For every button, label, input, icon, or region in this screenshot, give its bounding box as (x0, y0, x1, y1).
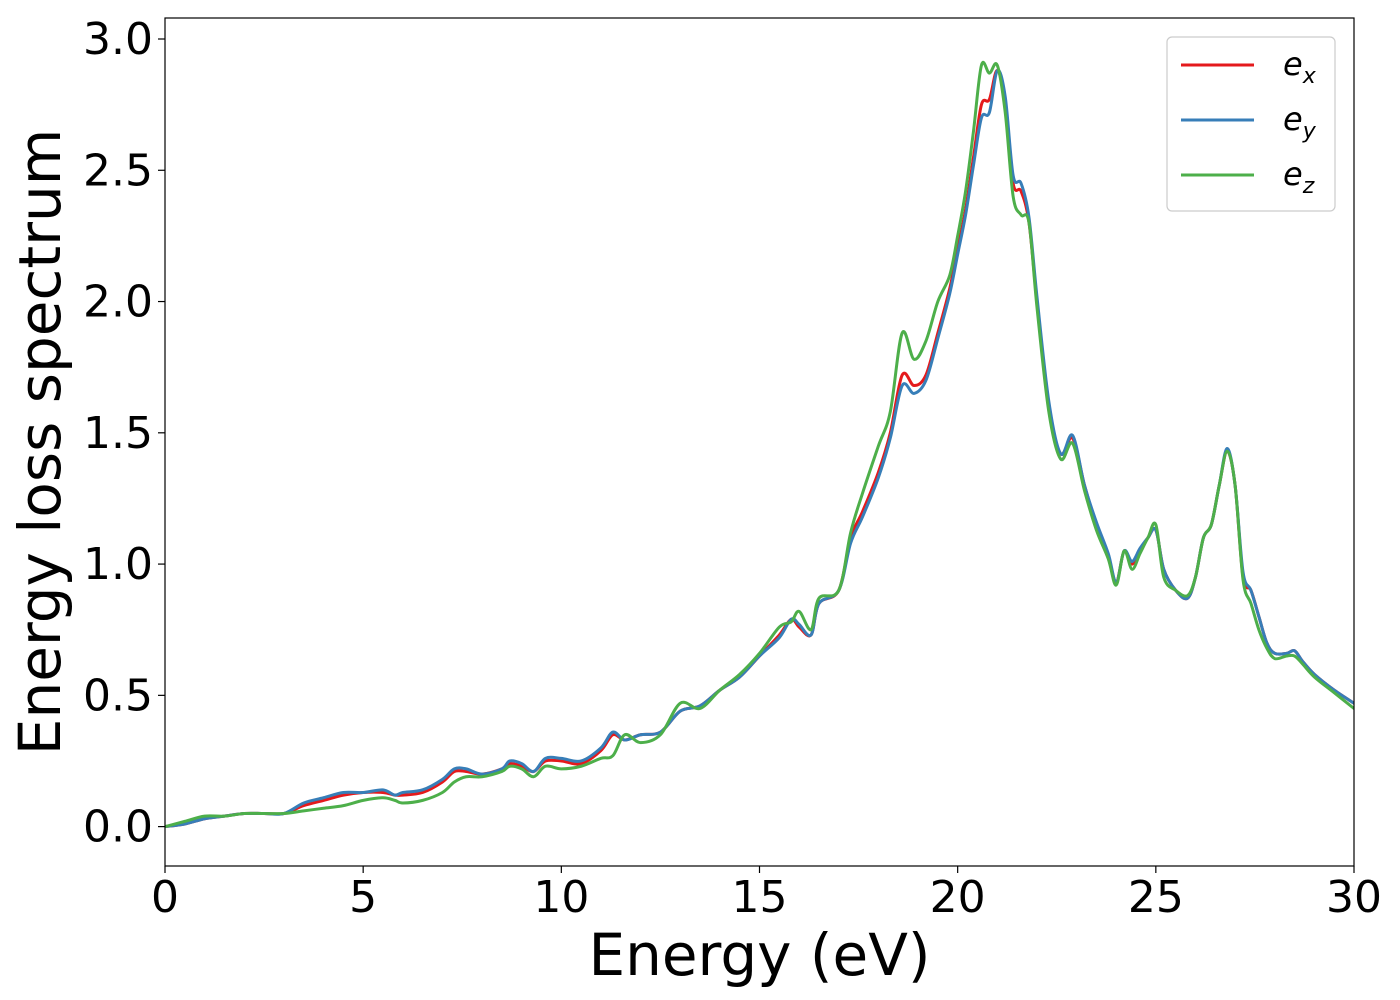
x-tick-label: 25 (1128, 872, 1184, 923)
x-axis-ticks: 0 5 10 15 20 25 30 (151, 866, 1382, 923)
legend-label-base: e (1283, 100, 1303, 138)
x-axis-label: Energy (eV) (588, 921, 930, 989)
x-tick-label: 10 (533, 872, 589, 923)
x-tick-label: 15 (732, 872, 788, 923)
y-axis-ticks: 0.0 0.5 1.0 1.5 2.0 2.5 3.0 (83, 14, 165, 853)
x-tick-label: 5 (349, 872, 377, 923)
x-tick-label: 30 (1326, 872, 1382, 923)
x-tick-label: 0 (151, 872, 179, 923)
legend-label-base: e (1283, 45, 1303, 83)
legend-label-base: e (1283, 155, 1303, 193)
x-tick-label: 20 (930, 872, 986, 923)
legend-label-subscript: z (1302, 174, 1315, 199)
series-layer (165, 60, 1354, 829)
legend-label-y: ey (1283, 100, 1317, 144)
y-tick-label: 2.5 (83, 145, 153, 196)
legend-label-subscript: x (1302, 64, 1317, 89)
legend-label-z: ez (1283, 155, 1315, 199)
series-line-z (165, 60, 1354, 829)
legend-box (1166, 36, 1336, 212)
legend-label-subscript: y (1302, 119, 1317, 144)
y-tick-label: 0.0 (83, 802, 153, 853)
y-tick-label: 1.0 (83, 539, 153, 590)
y-tick-label: 1.5 (83, 408, 153, 459)
y-tick-label: 2.0 (83, 277, 153, 328)
y-axis-label: Energy loss spectrum (6, 129, 74, 755)
legend-label-x: ex (1283, 45, 1317, 89)
y-tick-label: 0.5 (83, 670, 153, 721)
y-tick-label: 3.0 (83, 14, 153, 65)
